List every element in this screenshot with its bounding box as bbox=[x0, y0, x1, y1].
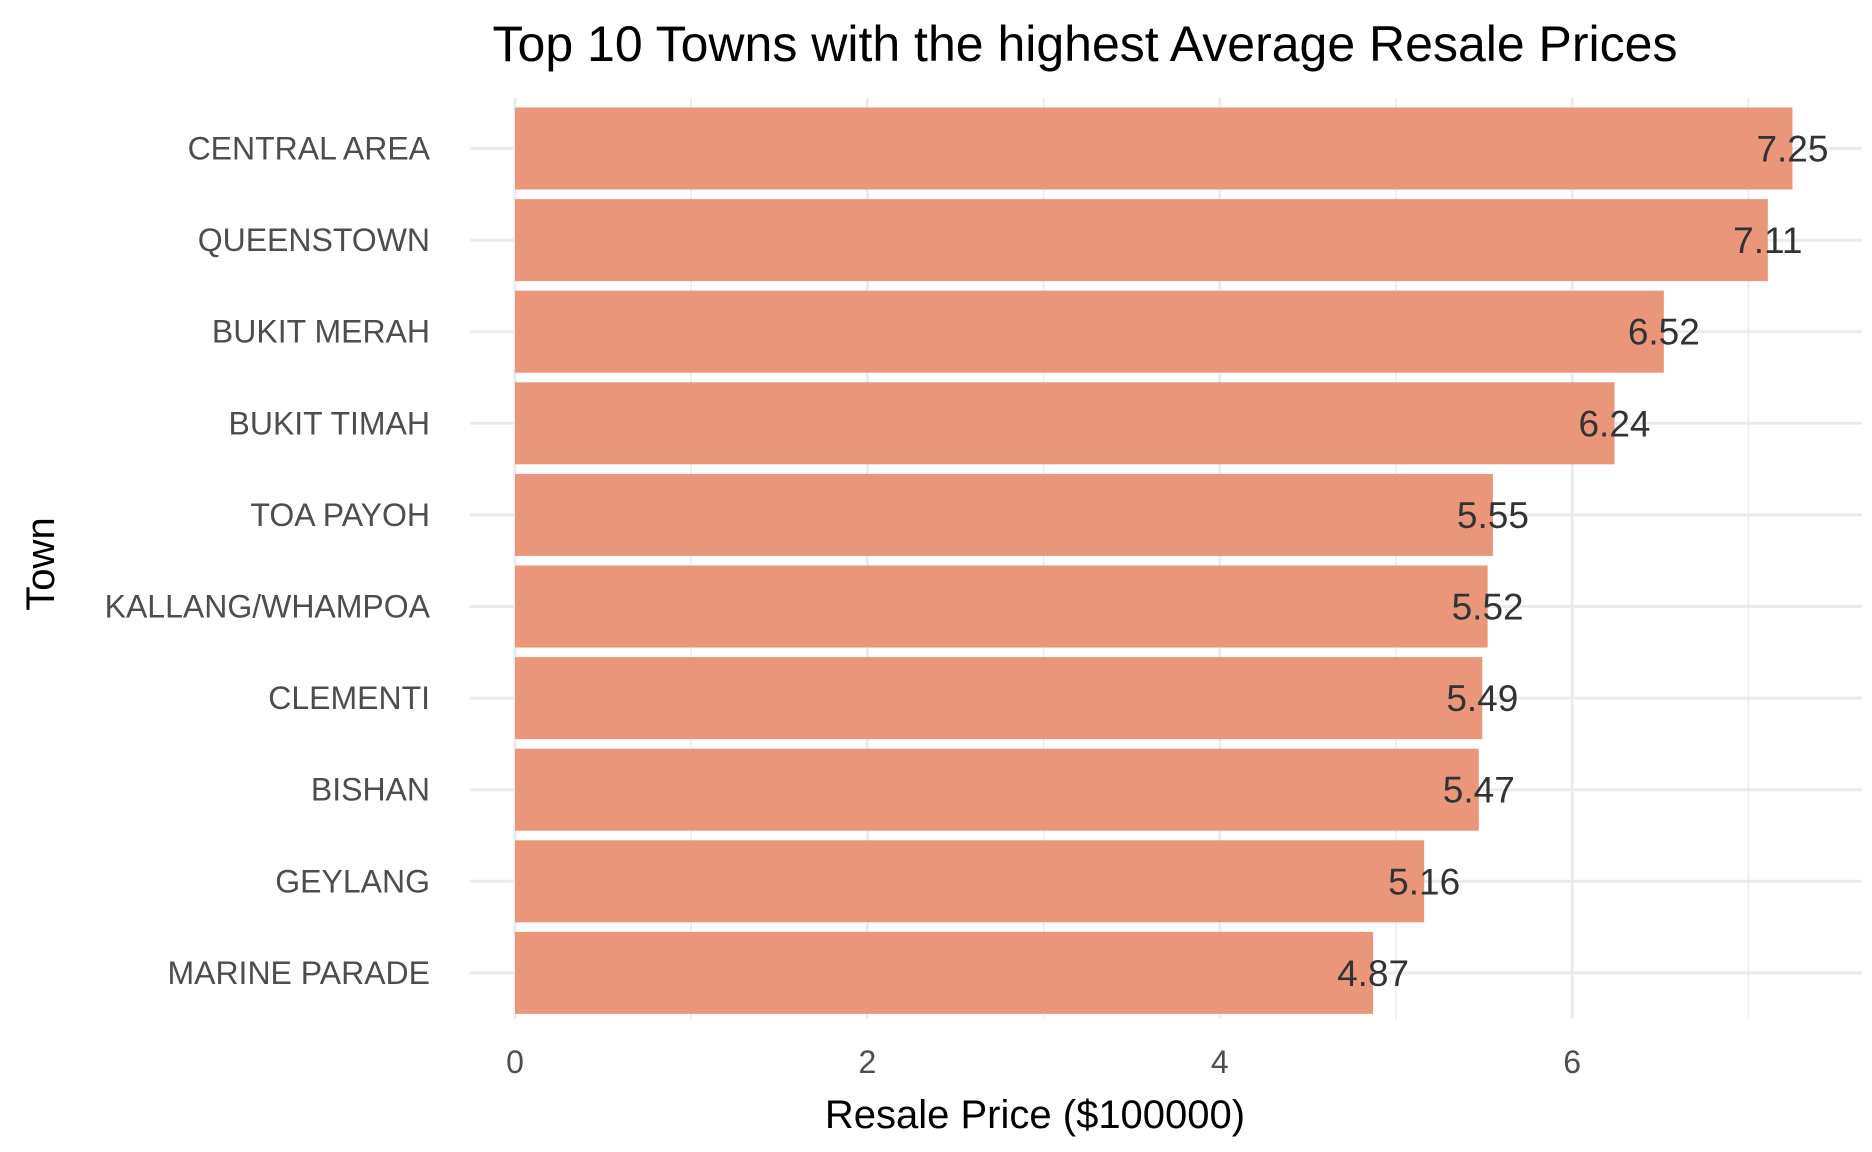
x-axis-title: Resale Price ($100000) bbox=[825, 1093, 1245, 1137]
bar bbox=[515, 748, 1479, 831]
bar bbox=[515, 473, 1493, 556]
data-label: 5.55 bbox=[1457, 495, 1529, 536]
bars bbox=[515, 107, 1793, 1014]
bar bbox=[515, 565, 1488, 648]
data-label: 6.24 bbox=[1578, 403, 1650, 444]
y-tick-label: GEYLANG bbox=[275, 863, 430, 899]
bar bbox=[515, 657, 1483, 740]
y-tick-label: TOA PAYOH bbox=[250, 497, 430, 533]
data-labels: 7.25 7.11 6.52 6.24 5.55 5.52 5.49 5.47 5.16 4.87 bbox=[1337, 129, 1828, 994]
data-label: 7.25 bbox=[1756, 129, 1828, 170]
y-axis-title: Town bbox=[19, 517, 63, 610]
y-tick-label: MARINE PARADE bbox=[167, 955, 430, 991]
data-label: 5.49 bbox=[1446, 678, 1518, 719]
x-tick-label: 4 bbox=[1211, 1044, 1229, 1080]
data-label: 5.16 bbox=[1388, 861, 1460, 902]
y-tick-label: BISHAN bbox=[311, 772, 430, 808]
x-axis-tick-labels: 0 2 4 6 bbox=[506, 1044, 1581, 1080]
x-tick-label: 6 bbox=[1563, 1044, 1581, 1080]
bar bbox=[515, 290, 1664, 373]
bar bbox=[515, 382, 1615, 465]
y-tick-label: BUKIT MERAH bbox=[212, 314, 430, 350]
y-tick-label: KALLANG/WHAMPOA bbox=[105, 589, 431, 625]
x-tick-label: 0 bbox=[506, 1044, 524, 1080]
data-label: 5.47 bbox=[1443, 770, 1515, 811]
data-label: 5.52 bbox=[1452, 587, 1524, 628]
bar bbox=[515, 931, 1374, 1014]
bar bbox=[515, 107, 1793, 190]
y-tick-label: CLEMENTI bbox=[268, 680, 430, 716]
x-tick-label: 2 bbox=[859, 1044, 877, 1080]
data-label: 4.87 bbox=[1337, 953, 1409, 994]
bar bbox=[515, 840, 1425, 923]
chart-title: Top 10 Towns with the highest Average Re… bbox=[493, 16, 1678, 72]
y-axis-tick-labels: CENTRAL AREA QUEENSTOWN BUKIT MERAH BUKIT T… bbox=[105, 131, 431, 991]
data-label: 7.11 bbox=[1733, 220, 1802, 261]
bar bbox=[515, 199, 1768, 282]
y-tick-label: CENTRAL AREA bbox=[188, 131, 431, 167]
data-label: 6.52 bbox=[1628, 312, 1700, 353]
y-tick-label: QUEENSTOWN bbox=[198, 222, 430, 258]
y-tick-label: BUKIT TIMAH bbox=[228, 405, 430, 441]
